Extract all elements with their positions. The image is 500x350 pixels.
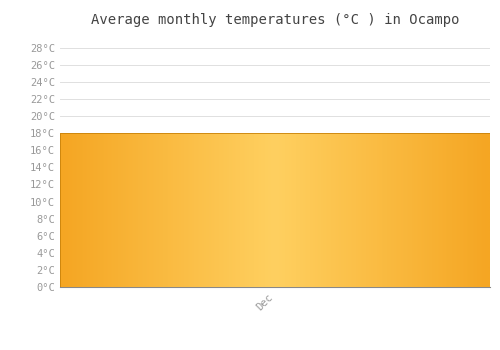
Title: Average monthly temperatures (°C ) in Ocampo: Average monthly temperatures (°C ) in Oc…	[91, 13, 459, 27]
Bar	[60, 133, 490, 287]
